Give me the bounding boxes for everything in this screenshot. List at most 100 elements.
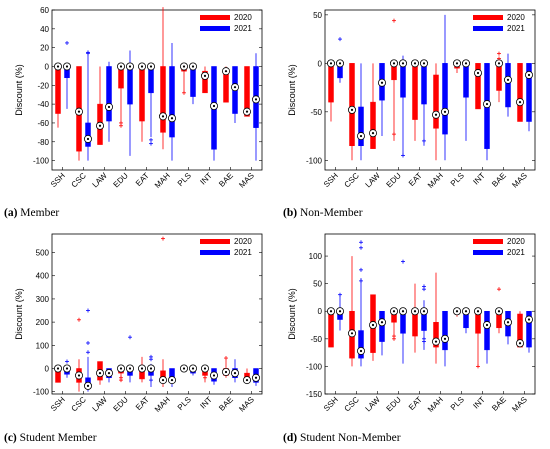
category-label: CSC <box>70 395 88 413</box>
median-dot <box>434 340 438 343</box>
median-dot <box>254 376 258 379</box>
caption-letter: (a) <box>4 207 18 219</box>
legend-swatch <box>200 26 230 31</box>
category-label: SSH <box>49 171 67 189</box>
box <box>442 310 448 351</box>
median-dot <box>422 310 426 313</box>
y-axis-label: Discount (%) <box>14 64 24 116</box>
legend-label: 2020 <box>507 13 525 22</box>
median-dot <box>140 367 144 370</box>
box <box>517 63 523 122</box>
median-dot <box>182 367 186 370</box>
median-dot <box>140 65 144 68</box>
box <box>526 63 532 122</box>
median-dot <box>98 372 102 375</box>
category-label: MAS <box>237 395 256 414</box>
plot-frame <box>324 9 536 171</box>
y-tick-label: -80 <box>37 138 49 147</box>
median-dot <box>329 310 333 313</box>
y-tick-label: 0 <box>45 62 50 71</box>
box <box>106 66 112 122</box>
median-dot <box>98 124 102 127</box>
category-label: INT <box>471 171 487 187</box>
y-tick-label: -50 <box>310 108 322 117</box>
legend-label: 2021 <box>507 248 525 257</box>
legend-swatch <box>200 15 230 20</box>
median-dot <box>434 113 438 116</box>
y-tick-label: 0 <box>318 307 323 316</box>
median-dot <box>170 117 174 120</box>
y-tick-label: -60 <box>37 119 49 128</box>
median-dot <box>506 321 510 324</box>
median-dot <box>359 134 363 138</box>
median-dot <box>233 86 237 89</box>
panel-caption: (a) Member <box>4 207 59 219</box>
median-dot <box>182 65 186 68</box>
median-dot <box>476 71 480 75</box>
median-dot <box>485 102 489 106</box>
category-label: LAW <box>363 171 382 190</box>
y-axis-label: Discount (%) <box>287 288 297 340</box>
median-dot <box>149 65 153 68</box>
box <box>244 66 250 117</box>
box <box>370 101 376 149</box>
box <box>463 63 469 98</box>
legend-label: 2020 <box>234 13 252 22</box>
legend-swatch <box>473 26 503 31</box>
category-label: CSC <box>343 171 361 189</box>
box <box>139 66 145 122</box>
median-dot <box>359 349 363 353</box>
box <box>169 66 175 138</box>
median-dot <box>422 62 426 65</box>
category-label: EAT <box>134 395 151 412</box>
category-label: LAW <box>90 395 109 414</box>
category-label: INT <box>471 395 487 411</box>
category-label: SSH <box>322 171 340 189</box>
box <box>526 310 532 348</box>
y-tick-label: -50 <box>310 335 322 344</box>
panel-caption: (d) Student Non-Member <box>283 432 401 444</box>
box <box>433 74 439 129</box>
box <box>358 330 364 359</box>
category-label: SSH <box>49 395 67 413</box>
median-dot <box>203 367 207 370</box>
box <box>421 63 427 105</box>
median-dot <box>191 367 195 370</box>
caption-letter: (d) <box>283 432 297 444</box>
legend-swatch <box>473 15 503 20</box>
median-dot <box>413 310 417 313</box>
median-dot <box>338 62 342 65</box>
y-tick-label: 100 <box>36 341 50 350</box>
median-dot <box>161 378 165 382</box>
caption-letter: (c) <box>4 432 17 444</box>
median-dot <box>443 110 447 113</box>
median-dot <box>119 65 123 68</box>
y-tick-label: 50 <box>313 280 322 289</box>
plot-frame <box>324 233 536 395</box>
median-dot <box>371 323 375 327</box>
box <box>496 63 502 91</box>
y-tick-label: -150 <box>306 390 323 399</box>
caption-text: Non-Member <box>297 207 363 219</box>
category-label: CSC <box>343 395 361 413</box>
caption-text: Student Member <box>17 432 97 444</box>
median-dot <box>350 108 354 111</box>
panel-caption: (c) Student Member <box>4 432 97 444</box>
median-dot <box>392 62 396 65</box>
median-dot <box>518 101 522 104</box>
median-dot <box>161 115 165 118</box>
legend-label: 2021 <box>507 24 525 33</box>
box <box>328 63 334 103</box>
category-label: MAH <box>426 395 445 414</box>
median-dot <box>464 62 468 65</box>
median-dot <box>191 65 195 68</box>
y-tick-label: -20 <box>37 81 49 90</box>
box <box>505 63 511 108</box>
median-dot <box>497 310 501 313</box>
median-dot <box>443 337 447 340</box>
median-dot <box>224 370 228 374</box>
caption-text: Student Non-Member <box>297 432 401 444</box>
category-label: PLS <box>176 171 193 188</box>
median-dot <box>350 332 354 335</box>
y-axis-label: Discount (%) <box>14 288 24 340</box>
